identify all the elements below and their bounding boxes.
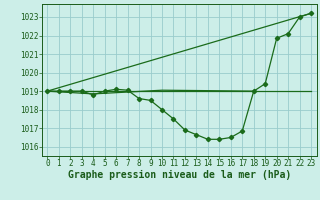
X-axis label: Graphe pression niveau de la mer (hPa): Graphe pression niveau de la mer (hPa) [68, 170, 291, 180]
